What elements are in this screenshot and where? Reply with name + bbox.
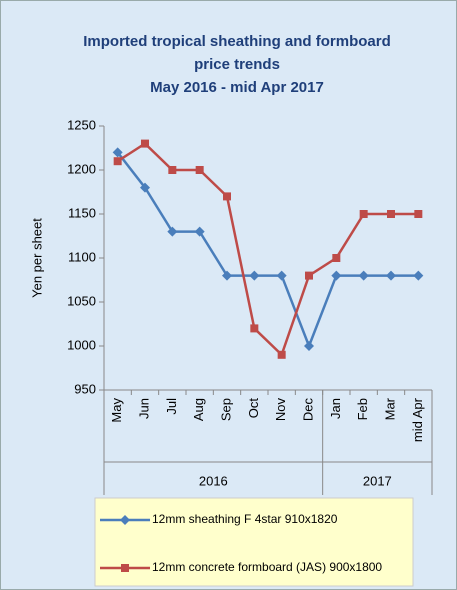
point xyxy=(249,270,260,281)
point xyxy=(386,270,396,281)
group-label: 2016 xyxy=(199,473,228,488)
y-tick-label: 1200 xyxy=(67,161,96,176)
y-tick-label: 1150 xyxy=(68,205,96,220)
point xyxy=(277,350,286,359)
x-tick-label: Jan xyxy=(328,398,343,419)
point xyxy=(358,270,369,281)
point xyxy=(112,147,123,158)
x-tick-label: Aug xyxy=(191,398,206,421)
point xyxy=(359,210,368,218)
chart-title: May 2016 - mid Apr 2017 xyxy=(150,79,324,96)
group-label: 2017 xyxy=(363,473,392,488)
point xyxy=(250,324,259,333)
x-tick-label: Sep xyxy=(218,398,233,421)
y-tick-label: 1050 xyxy=(67,293,96,308)
series-line xyxy=(116,142,419,358)
x-tick-label: Dec xyxy=(300,398,315,422)
x-tick-label: Mar xyxy=(382,397,397,420)
point xyxy=(223,192,231,201)
point xyxy=(304,341,314,351)
x-tick-label: Nov xyxy=(273,398,288,422)
point xyxy=(121,564,129,572)
x-tick-label: Jul xyxy=(164,398,179,415)
y-tick-label: 1100 xyxy=(68,249,96,264)
point xyxy=(387,210,395,218)
legend xyxy=(94,497,414,587)
legend-label: 12mm concrete formboard (JAS) 900x1800 xyxy=(152,560,382,574)
point xyxy=(141,139,149,148)
point xyxy=(332,254,341,262)
point xyxy=(331,270,342,281)
point xyxy=(113,157,122,166)
chart-title: price trends xyxy=(194,56,280,73)
point xyxy=(305,271,313,280)
x-tick-label: Oct xyxy=(246,398,261,419)
x-tick-label: Jun xyxy=(136,398,151,419)
point xyxy=(194,226,205,237)
legend-label: 12mm sheathing F 4star 910x1820 xyxy=(152,512,338,526)
point xyxy=(120,515,130,525)
point xyxy=(276,270,287,281)
point xyxy=(413,270,424,281)
y-tick-label: 950 xyxy=(74,381,96,396)
x-tick-label: mid Apr xyxy=(410,397,425,442)
point xyxy=(168,166,177,174)
point xyxy=(195,166,204,174)
x-tick-label: Feb xyxy=(355,398,370,420)
chart-title: Imported tropical sheathing and formboar… xyxy=(83,33,391,50)
y-tick-label: 1250 xyxy=(67,117,96,132)
y-axis-label: Yen per sheet xyxy=(29,218,44,298)
point xyxy=(414,210,423,218)
point xyxy=(140,182,150,193)
x-tick-label: May xyxy=(109,398,124,423)
y-tick-label: 1000 xyxy=(67,337,96,352)
point xyxy=(167,226,178,237)
point xyxy=(222,270,232,281)
